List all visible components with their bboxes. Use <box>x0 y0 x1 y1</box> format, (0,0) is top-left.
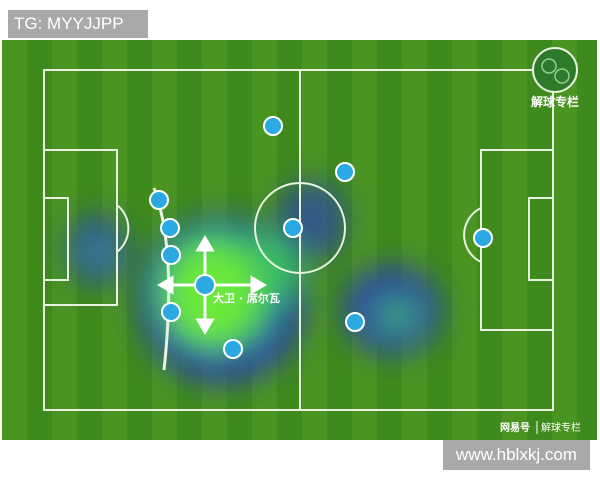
player-dot <box>345 312 365 332</box>
player-dot <box>149 190 169 210</box>
player-dots <box>149 116 493 359</box>
watermark-top: TG: MYYJJPP <box>8 10 148 38</box>
player-dot <box>283 218 303 238</box>
watermark-bottom: www.hblxkj.com <box>443 440 590 470</box>
player-dot <box>263 116 283 136</box>
player-dot-highlight <box>194 274 216 296</box>
player-dot <box>161 302 181 322</box>
player-dot <box>335 162 355 182</box>
player-dot <box>160 218 180 238</box>
player-dot <box>473 228 493 248</box>
svg-text:网易号: 网易号 <box>500 422 530 434</box>
logo: 解球专栏 <box>531 47 579 109</box>
player-dot <box>223 339 243 359</box>
svg-text:解球专栏: 解球专栏 <box>541 421 581 434</box>
svg-text:解球专栏: 解球专栏 <box>531 94 579 109</box>
player-name: 大卫 · 席尔瓦 <box>213 291 280 305</box>
player-dot <box>161 245 181 265</box>
footer-credit: 网易号 解球专栏 <box>500 421 581 434</box>
pitch-diagram: 大卫 · 席尔瓦 解球专栏 网易号 解球专栏 <box>2 40 597 440</box>
